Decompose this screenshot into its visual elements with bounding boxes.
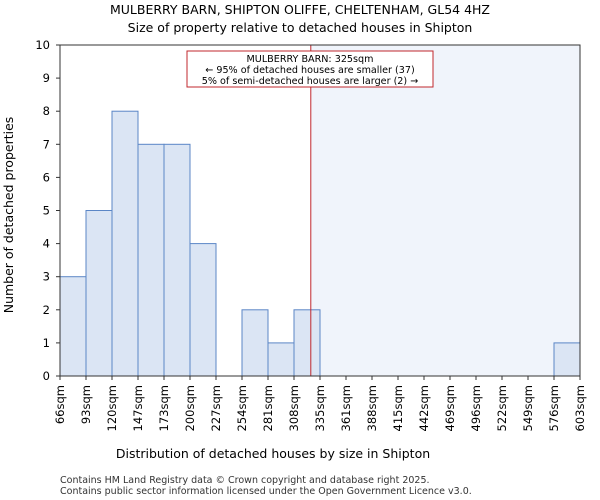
chart-subtitle: Size of property relative to detached ho… (128, 20, 473, 35)
y-tick-label: 2 (43, 303, 50, 317)
x-tick-label: 254sqm (235, 385, 249, 431)
footer-line-2: Contains public sector information licen… (60, 486, 472, 497)
y-tick-label: 8 (43, 104, 50, 118)
x-tick-label: 415sqm (391, 385, 405, 431)
y-axis-label: Number of detached properties (1, 117, 16, 314)
y-tick-label: 4 (43, 237, 50, 251)
y-tick-label: 1 (43, 336, 50, 350)
bar-200sqm (189, 243, 217, 377)
x-tick-label: 388sqm (365, 385, 379, 431)
x-axis-label: Distribution of detached houses by size … (116, 446, 430, 461)
y-tick-label: 9 (43, 71, 50, 85)
bar-308sqm (293, 309, 321, 377)
y-tick-label: 3 (43, 270, 50, 284)
x-axis: 66sqm 93sqm 120sqm 147sqm 173sqm 200sqm 227sqm… (53, 376, 587, 431)
y-tick-label: 10 (35, 38, 50, 52)
y-tick-label: 0 (43, 369, 50, 383)
x-tick-label: 576sqm (547, 385, 561, 431)
y-axis: 0 1 2 3 4 5 6 7 8 9 10 (35, 38, 60, 383)
x-tick-label: 361sqm (339, 385, 353, 431)
x-tick-label: 603sqm (573, 385, 587, 431)
bar-254sqm (241, 309, 269, 377)
x-tick-label: 200sqm (183, 385, 197, 431)
x-tick-label: 335sqm (313, 385, 327, 431)
y-tick-label: 7 (43, 137, 50, 151)
x-tick-label: 469sqm (443, 385, 457, 431)
x-tick-label: 549sqm (521, 385, 535, 431)
footer-line-1: Contains HM Land Registry data © Crown c… (60, 475, 430, 486)
bar-147sqm (137, 143, 165, 377)
bar-173sqm (163, 143, 191, 377)
bar-576sqm (553, 342, 581, 377)
bar-66sqm (59, 276, 87, 377)
annotation-frame (186, 50, 434, 88)
x-tick-label: 281sqm (261, 385, 275, 431)
y-tick-label: 5 (43, 204, 50, 218)
annotation-smaller: ← 95% of detached houses are smaller (37… (205, 65, 414, 76)
x-tick-label: 66sqm (53, 385, 67, 424)
x-tick-label: 147sqm (131, 385, 145, 431)
x-tick-label: 496sqm (469, 385, 483, 431)
bar-281sqm (267, 342, 295, 377)
x-tick-label: 308sqm (287, 385, 301, 431)
x-tick-label: 173sqm (157, 385, 171, 431)
x-tick-label: 93sqm (79, 385, 93, 424)
bar-93sqm (85, 210, 113, 377)
annotation-larger: 5% of semi-detached houses are larger (2… (202, 76, 419, 87)
annotation-title: MULBERRY BARN: 325sqm (247, 54, 374, 65)
x-tick-label: 522sqm (495, 385, 509, 431)
x-tick-label: 227sqm (209, 385, 223, 431)
bars-group (59, 110, 581, 377)
x-tick-label: 120sqm (105, 385, 119, 431)
y-tick-label: 6 (43, 170, 50, 184)
chart-title: MULBERRY BARN, SHIPTON OLIFFE, CHELTENHA… (110, 2, 490, 17)
annotation-box: MULBERRY BARN: 325sqm ← 95% of detached … (186, 50, 434, 88)
highlight-region (310, 45, 580, 376)
bar-120sqm (111, 110, 139, 377)
x-tick-label: 442sqm (417, 385, 431, 431)
